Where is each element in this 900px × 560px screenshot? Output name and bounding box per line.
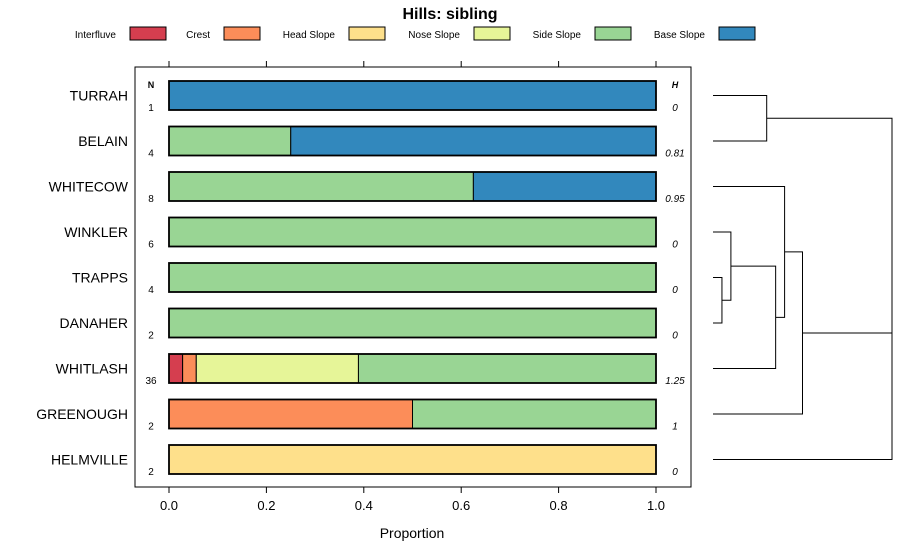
bar-segment-base-slope <box>472 171 657 202</box>
row-label-whitecow: WHITECOW <box>49 179 129 195</box>
row-label-greenough: GREENOUGH <box>36 406 128 422</box>
row-label-belain: BELAIN <box>78 133 128 149</box>
legend: Interfluve Crest Head Slope Nose Slope Side … <box>75 26 756 41</box>
bar-segment-side-slope <box>168 126 292 156</box>
h-value: 0 <box>672 331 678 342</box>
bar-segment-side-slope <box>168 308 657 338</box>
bar-outline <box>168 444 657 475</box>
bar-segment-interfluve <box>168 353 184 384</box>
x-tick-label: 0.2 <box>257 498 275 513</box>
bars-group <box>168 80 657 475</box>
chart-title: Hills: sibling <box>402 6 497 23</box>
n-value: 36 <box>145 376 157 387</box>
legend-label-nose-slope: Nose Slope <box>408 30 460 41</box>
dendrogram <box>713 95 893 460</box>
row-label-trapps: TRAPPS <box>72 270 128 286</box>
legend-swatch-crest <box>223 26 261 41</box>
legend-label-side-slope: Side Slope <box>533 30 582 41</box>
bar-segment-head-slope <box>168 444 657 475</box>
h-value: 1 <box>672 422 678 433</box>
legend-label-base-slope: Base Slope <box>654 30 706 41</box>
bar-outline <box>168 262 657 293</box>
dendrogram-branch <box>713 186 786 318</box>
n-column-header: N <box>148 80 155 90</box>
n-value: 1 <box>148 103 154 114</box>
bar-outline <box>168 125 657 157</box>
bar-segment-side-slope <box>412 399 657 429</box>
n-value: 2 <box>148 331 154 342</box>
n-value: 4 <box>148 285 154 296</box>
bar-segment-side-slope <box>357 353 657 384</box>
legend-swatch-interfluve <box>129 26 167 41</box>
bar-row-greenough <box>168 398 657 430</box>
bar-segment-side-slope <box>168 217 657 247</box>
bar-outline <box>168 398 657 430</box>
n-value: 2 <box>148 422 154 433</box>
bar-row-winkler <box>168 216 657 248</box>
legend-label-head-slope: Head Slope <box>283 30 336 41</box>
row-label-winkler: WINKLER <box>64 224 128 240</box>
x-tick-label: 0.0 <box>160 498 178 513</box>
x-tick-label: 1.0 <box>647 498 665 513</box>
bar-segment-side-slope <box>168 171 474 202</box>
bar-row-danaher <box>168 307 657 339</box>
h-value: 0 <box>672 240 678 251</box>
x-tick-label: 0.4 <box>355 498 373 513</box>
bar-row-belain <box>168 125 657 157</box>
bar-segment-crest <box>182 353 197 384</box>
x-tick-label: 0.8 <box>550 498 568 513</box>
plot-frame <box>134 66 692 488</box>
dendrogram-branch <box>713 225 893 460</box>
bar-row-whitlash <box>168 353 657 384</box>
dendrogram-branch <box>713 277 723 324</box>
legend-swatch-nose-slope <box>473 26 511 41</box>
h-value: 0 <box>672 467 678 478</box>
x-tick-label: 0.6 <box>452 498 470 513</box>
h-value: 0 <box>672 103 678 114</box>
legend-swatch-base-slope <box>718 26 756 41</box>
bar-outline <box>168 80 657 111</box>
n-value: 8 <box>148 194 154 205</box>
n-value: 6 <box>148 240 154 251</box>
h-value: 1.25 <box>665 376 685 387</box>
x-axis: 0.0 0.2 0.4 0.6 0.8 1.0 <box>160 487 665 513</box>
x-axis-label: Proportion <box>380 525 445 541</box>
h-value: 0 <box>672 285 678 296</box>
legend-label-interfluve: Interfluve <box>75 30 117 41</box>
legend-label-crest: Crest <box>186 30 210 41</box>
n-value: 2 <box>148 467 154 478</box>
bar-row-trapps <box>168 262 657 293</box>
dendrogram-branch <box>713 251 803 415</box>
n-value: 4 <box>148 149 154 160</box>
bar-outline <box>168 171 657 202</box>
top-axis-ticks <box>168 61 657 67</box>
bar-outline <box>168 307 657 339</box>
bar-outline <box>168 216 657 248</box>
h-value: 0.95 <box>665 194 685 205</box>
row-label-helmville: HELMVILLE <box>51 452 128 468</box>
bar-segment-nose-slope <box>195 353 359 384</box>
bar-segment-crest <box>168 399 413 429</box>
bar-segment-side-slope <box>168 262 657 293</box>
bar-segment-base-slope <box>290 126 657 156</box>
dendrogram-branch <box>713 95 768 142</box>
bar-row-helmville <box>168 444 657 475</box>
dendrogram-branch <box>766 117 893 334</box>
h-column-header: H <box>672 80 679 90</box>
bar-row-whitecow <box>168 171 657 202</box>
row-label-whitlash: WHITLASH <box>56 361 128 377</box>
bar-row-turrah <box>168 80 657 111</box>
h-value: 0.81 <box>665 149 684 160</box>
bar-segment-base-slope <box>168 80 657 111</box>
row-label-turrah: TURRAH <box>70 88 128 104</box>
legend-swatch-side-slope <box>594 26 632 41</box>
row-label-danaher: DANAHER <box>60 315 128 331</box>
row-labels: TURRAH 1 0 BELAIN 4 0.81 WHITECOW 8 0.95 WINKLER 6… <box>36 88 685 479</box>
bar-outline <box>168 353 657 384</box>
legend-swatch-head-slope <box>348 26 386 41</box>
